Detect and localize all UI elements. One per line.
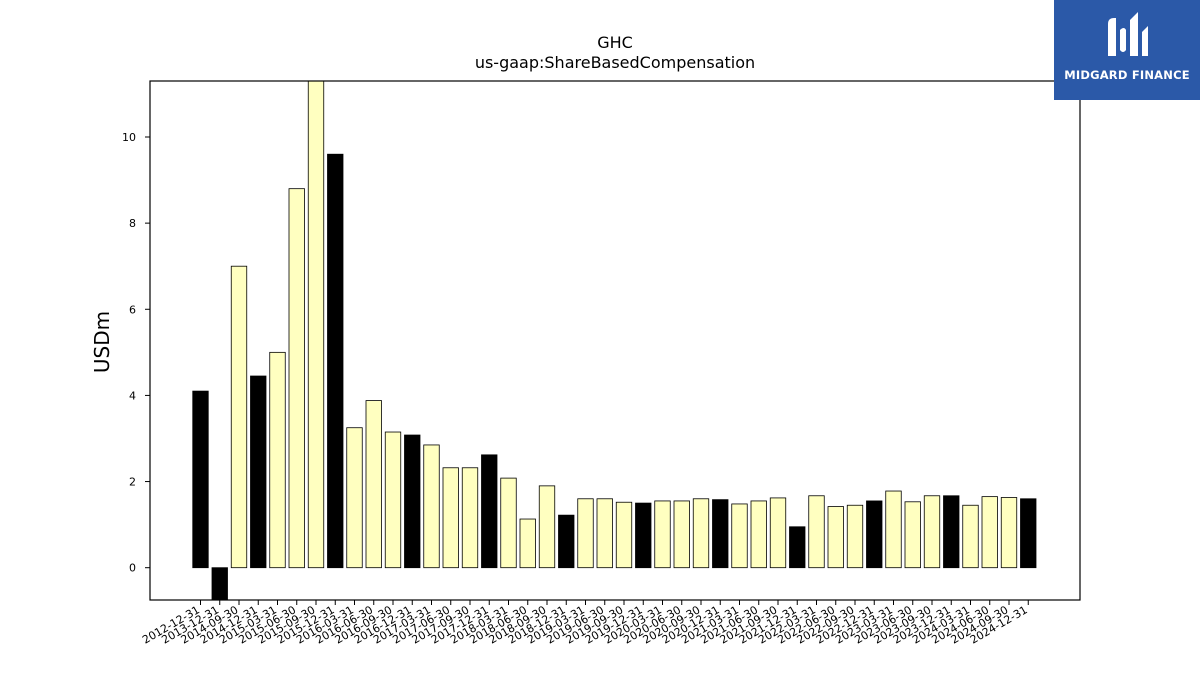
- bar-2015-06-30: [288, 188, 305, 569]
- bar-2023-12-31: [943, 495, 960, 569]
- bar-2017-09-30: [461, 467, 479, 569]
- bar-2014-09-30: [230, 265, 248, 569]
- bars-group: [192, 80, 1037, 601]
- x-ticks-group: 2012-12-312013-12-312014-09-302014-12-31…: [140, 600, 1030, 647]
- bar-2018-03-31: [500, 477, 517, 569]
- bar-2024-06-30: [981, 496, 998, 569]
- bar-2024-12-31: [1020, 498, 1037, 569]
- bar-2019-12-31: [635, 502, 652, 569]
- y-tick-label: 10: [122, 131, 136, 144]
- bar-2021-12-31: [789, 526, 806, 569]
- midgard-m-icon: [1108, 12, 1148, 56]
- bar-2017-03-31: [423, 444, 440, 569]
- bar-2016-06-30: [365, 400, 382, 569]
- bar-2014-12-31: [250, 375, 267, 569]
- bar-2015-09-30: [307, 80, 325, 569]
- bar-2023-06-30: [904, 501, 921, 569]
- bar-2022-06-30: [827, 506, 844, 569]
- plot-frame: [149, 80, 1081, 601]
- bar-2016-09-30: [384, 431, 402, 569]
- y-axis-label: USDm: [90, 311, 114, 373]
- bar-2020-03-31: [654, 500, 671, 569]
- bar-2013-12-31: [211, 567, 228, 601]
- bar-2021-06-30: [750, 500, 767, 569]
- bar-2017-12-31: [481, 454, 498, 569]
- y-tick-label: 8: [129, 217, 136, 230]
- bar-2023-03-31: [885, 490, 902, 569]
- bar-2017-06-30: [442, 467, 459, 569]
- y-tick-label: 0: [129, 562, 136, 575]
- bar-2024-09-30: [1000, 497, 1018, 569]
- bar-2019-03-31: [577, 498, 594, 569]
- bar-2015-03-31: [269, 351, 286, 569]
- bar-2016-12-31: [404, 434, 421, 569]
- bar-2018-09-30: [538, 485, 556, 569]
- bar-2018-12-31: [558, 514, 575, 569]
- bar-2020-06-30: [673, 500, 690, 569]
- bar-2021-09-30: [769, 497, 787, 569]
- y-tick-label: 2: [129, 476, 136, 489]
- chart-subtitle: us-gaap:ShareBasedCompensation: [475, 53, 755, 72]
- chart-title: GHC: [597, 33, 633, 52]
- y-tick-label: 6: [129, 303, 136, 316]
- logo-text: MIDGARD FINANCE: [1064, 68, 1190, 82]
- y-tick-label: 4: [129, 389, 136, 402]
- bar-2019-06-30: [596, 498, 613, 569]
- bar-2020-09-30: [692, 498, 710, 569]
- y-ticks-group: 0 2 4 6 8 10: [122, 131, 150, 575]
- bar-2022-12-31: [866, 500, 883, 569]
- bar-2021-03-31: [731, 503, 748, 569]
- bar-2022-09-30: [846, 504, 864, 569]
- midgard-finance-logo: MIDGARD FINANCE: [1054, 0, 1200, 100]
- bar-2018-06-30: [519, 518, 536, 569]
- bar-2019-09-30: [615, 501, 633, 569]
- bar-2012-12-31: [192, 390, 209, 569]
- bar-2020-12-31: [712, 499, 729, 569]
- bar-2015-12-31: [327, 153, 344, 569]
- bar-2024-03-31: [962, 504, 979, 569]
- bar-2023-09-30: [923, 495, 941, 569]
- bar-2016-03-31: [346, 427, 363, 569]
- bar-2022-03-31: [808, 495, 825, 569]
